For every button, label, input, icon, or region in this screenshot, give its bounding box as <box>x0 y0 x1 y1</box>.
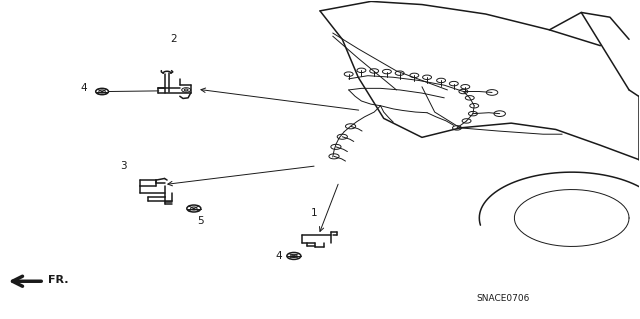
Text: 2: 2 <box>170 34 177 44</box>
Text: 3: 3 <box>120 161 127 171</box>
Text: 5: 5 <box>197 216 204 226</box>
Text: FR.: FR. <box>48 275 68 285</box>
Text: SNACE0706: SNACE0706 <box>476 294 529 303</box>
Circle shape <box>184 89 188 91</box>
Text: 1: 1 <box>310 208 317 218</box>
Text: 4: 4 <box>81 83 88 93</box>
Text: 4: 4 <box>275 251 282 261</box>
